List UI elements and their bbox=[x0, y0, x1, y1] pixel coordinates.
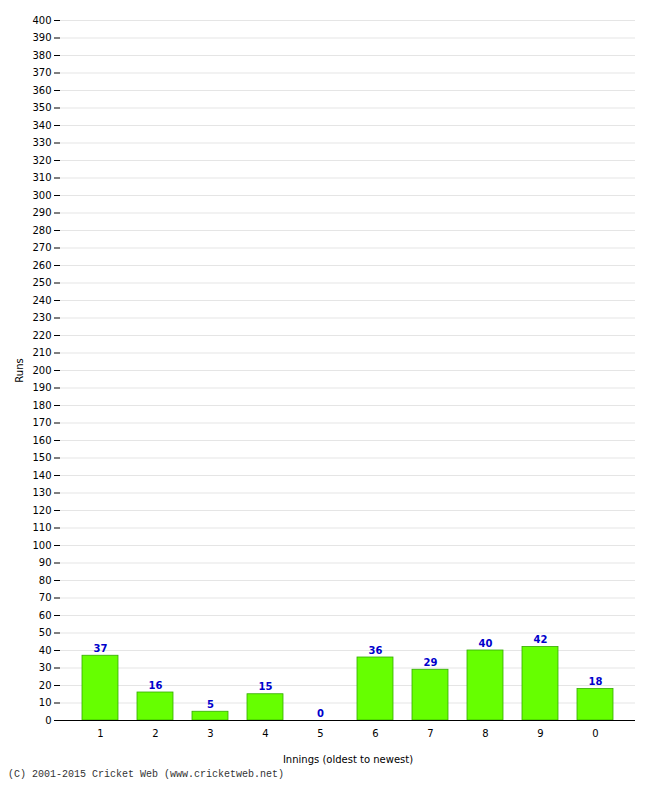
svg-text:29: 29 bbox=[424, 657, 438, 668]
svg-text:190: 190 bbox=[32, 382, 51, 393]
svg-text:10: 10 bbox=[39, 697, 52, 708]
svg-text:320: 320 bbox=[32, 155, 51, 166]
svg-text:140: 140 bbox=[32, 470, 51, 481]
svg-text:150: 150 bbox=[32, 452, 51, 463]
svg-text:200: 200 bbox=[32, 365, 51, 376]
svg-text:170: 170 bbox=[32, 417, 51, 428]
svg-text:36: 36 bbox=[369, 645, 383, 656]
svg-text:37: 37 bbox=[94, 643, 108, 654]
svg-text:2: 2 bbox=[152, 728, 158, 739]
svg-text:5: 5 bbox=[207, 699, 214, 710]
svg-text:1: 1 bbox=[97, 728, 103, 739]
svg-text:5: 5 bbox=[317, 728, 323, 739]
svg-text:3: 3 bbox=[207, 728, 213, 739]
svg-text:50: 50 bbox=[39, 627, 52, 638]
svg-text:360: 360 bbox=[32, 85, 51, 96]
svg-text:330: 330 bbox=[32, 137, 51, 148]
svg-text:6: 6 bbox=[372, 728, 378, 739]
svg-text:300: 300 bbox=[32, 190, 51, 201]
svg-text:220: 220 bbox=[32, 330, 51, 341]
svg-text:70: 70 bbox=[39, 592, 52, 603]
svg-text:110: 110 bbox=[32, 522, 51, 533]
svg-text:42: 42 bbox=[534, 634, 548, 645]
svg-text:20: 20 bbox=[39, 680, 52, 691]
svg-text:4: 4 bbox=[262, 728, 268, 739]
svg-text:180: 180 bbox=[32, 400, 51, 411]
svg-text:250: 250 bbox=[32, 277, 51, 288]
svg-text:400: 400 bbox=[32, 15, 51, 26]
svg-text:30: 30 bbox=[39, 662, 52, 673]
svg-text:240: 240 bbox=[32, 295, 51, 306]
svg-text:130: 130 bbox=[32, 487, 51, 498]
svg-text:160: 160 bbox=[32, 435, 51, 446]
svg-text:0: 0 bbox=[45, 715, 51, 726]
svg-text:Runs: Runs bbox=[14, 358, 25, 382]
html-text:(C) 2001-2015 Cricket Web (www: (C) 2001-2015 Cricket Web (www.cricketwe… bbox=[8, 769, 284, 780]
svg-text:7: 7 bbox=[427, 728, 433, 739]
svg-text:260: 260 bbox=[32, 260, 51, 271]
svg-text:280: 280 bbox=[32, 225, 51, 236]
svg-text:18: 18 bbox=[589, 676, 603, 687]
svg-text:Innings (oldest to newest): Innings (oldest to newest) bbox=[283, 754, 413, 765]
svg-text:290: 290 bbox=[32, 207, 51, 218]
svg-text:350: 350 bbox=[32, 102, 51, 113]
svg-text:8: 8 bbox=[482, 728, 488, 739]
svg-text:16: 16 bbox=[149, 680, 163, 691]
svg-text:15: 15 bbox=[259, 681, 273, 692]
svg-text:390: 390 bbox=[32, 32, 51, 43]
svg-text:60: 60 bbox=[39, 610, 52, 621]
svg-text:40: 40 bbox=[479, 638, 493, 649]
svg-text:0: 0 bbox=[592, 728, 598, 739]
svg-text:270: 270 bbox=[32, 242, 51, 253]
svg-text:100: 100 bbox=[32, 540, 51, 551]
svg-text:230: 230 bbox=[32, 312, 51, 323]
svg-text:210: 210 bbox=[32, 347, 51, 358]
svg-text:9: 9 bbox=[537, 728, 543, 739]
svg-text:340: 340 bbox=[32, 120, 51, 131]
svg-text:80: 80 bbox=[39, 575, 52, 586]
svg-text:90: 90 bbox=[39, 557, 52, 568]
svg-text:40: 40 bbox=[39, 645, 52, 656]
svg-text:120: 120 bbox=[32, 505, 51, 516]
svg-text:380: 380 bbox=[32, 50, 51, 61]
svg-text:310: 310 bbox=[32, 172, 51, 183]
svg-text:0: 0 bbox=[317, 708, 324, 719]
svg-text:370: 370 bbox=[32, 67, 51, 78]
